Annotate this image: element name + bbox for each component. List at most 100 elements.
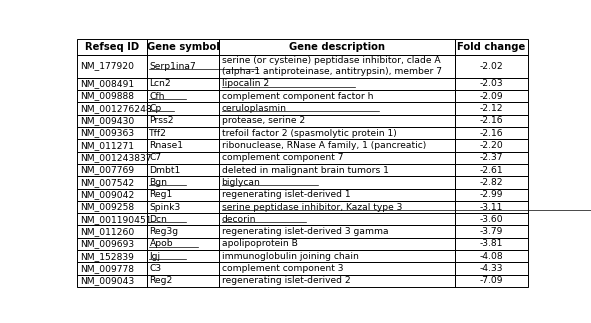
Bar — [455, 225, 528, 238]
Bar — [219, 164, 455, 176]
Text: immunoglobulin joining chain: immunoglobulin joining chain — [222, 252, 358, 261]
Bar — [455, 78, 528, 90]
Text: NM_011271: NM_011271 — [80, 141, 134, 150]
Text: -3.60: -3.60 — [480, 215, 504, 224]
Bar — [77, 263, 147, 275]
Text: trefoil factor 2 (spasmolytic protein 1): trefoil factor 2 (spasmolytic protein 1) — [222, 129, 396, 138]
Bar — [219, 201, 455, 213]
Text: serine peptidase inhibitor, Kazal type 3: serine peptidase inhibitor, Kazal type 3 — [222, 203, 402, 212]
Bar — [147, 238, 219, 250]
Text: Serp1ina7: Serp1ina7 — [150, 62, 196, 71]
Bar — [219, 275, 455, 287]
Bar — [77, 189, 147, 201]
Bar — [455, 201, 528, 213]
Text: Rnase1: Rnase1 — [150, 141, 183, 150]
Bar — [219, 127, 455, 139]
Text: -2.16: -2.16 — [480, 129, 504, 138]
Bar — [147, 275, 219, 287]
Text: lipocalin 2: lipocalin 2 — [222, 79, 269, 88]
Bar — [455, 189, 528, 201]
Text: NM_009042: NM_009042 — [80, 190, 134, 199]
Text: -2.16: -2.16 — [480, 116, 504, 125]
Bar — [147, 115, 219, 127]
Text: Spink3: Spink3 — [150, 203, 181, 212]
Text: biglycan: biglycan — [222, 178, 261, 187]
Text: regenerating islet-derived 2: regenerating islet-derived 2 — [222, 276, 350, 286]
Text: -2.20: -2.20 — [480, 141, 504, 150]
Bar — [219, 151, 455, 164]
Text: Reg3g: Reg3g — [150, 227, 178, 236]
Bar — [147, 189, 219, 201]
Bar — [219, 263, 455, 275]
Text: -2.61: -2.61 — [480, 166, 504, 174]
Bar — [77, 90, 147, 102]
Text: Dcn: Dcn — [150, 215, 167, 224]
Bar — [77, 213, 147, 225]
Bar — [77, 115, 147, 127]
Text: C7: C7 — [150, 153, 161, 162]
Bar — [219, 176, 455, 189]
Bar — [77, 127, 147, 139]
Text: -7.09: -7.09 — [480, 276, 504, 286]
Bar — [77, 250, 147, 263]
Bar — [147, 127, 219, 139]
Text: NM_001276248: NM_001276248 — [80, 104, 151, 113]
Text: NM_009888: NM_009888 — [80, 92, 134, 101]
Bar — [147, 263, 219, 275]
Bar — [219, 213, 455, 225]
Text: Cfh: Cfh — [150, 92, 165, 101]
Text: -4.08: -4.08 — [480, 252, 504, 261]
Bar — [77, 201, 147, 213]
Bar — [455, 263, 528, 275]
Text: serine (or cysteine) peptidase inhibitor, clade A: serine (or cysteine) peptidase inhibitor… — [222, 56, 440, 65]
Text: Apob: Apob — [150, 239, 173, 248]
Bar — [147, 139, 219, 151]
Text: Dmbt1: Dmbt1 — [150, 166, 181, 174]
Text: NM_009363: NM_009363 — [80, 129, 134, 138]
Text: Reg2: Reg2 — [150, 276, 173, 286]
Bar — [455, 139, 528, 151]
Text: NM_007769: NM_007769 — [80, 166, 134, 174]
Bar — [455, 90, 528, 102]
Bar — [455, 250, 528, 263]
Bar — [455, 151, 528, 164]
Text: complement component 7: complement component 7 — [222, 153, 343, 162]
Bar — [147, 213, 219, 225]
Text: complement component 3: complement component 3 — [222, 264, 343, 273]
Bar — [219, 102, 455, 115]
Bar — [147, 39, 219, 55]
Text: apolipoprotein B: apolipoprotein B — [222, 239, 297, 248]
Bar — [219, 238, 455, 250]
Text: Gene symbol: Gene symbol — [147, 42, 219, 52]
Text: -3.11: -3.11 — [480, 203, 504, 212]
Bar — [147, 151, 219, 164]
Text: Refseq ID: Refseq ID — [85, 42, 139, 52]
Bar — [147, 55, 219, 78]
Bar — [455, 39, 528, 55]
Text: NM_001243837: NM_001243837 — [80, 153, 151, 162]
Bar — [455, 238, 528, 250]
Bar — [147, 250, 219, 263]
Bar — [77, 275, 147, 287]
Text: regenerating islet-derived 1: regenerating islet-derived 1 — [222, 190, 350, 199]
Bar — [455, 164, 528, 176]
Text: deleted in malignant brain tumors 1: deleted in malignant brain tumors 1 — [222, 166, 388, 174]
Text: C3: C3 — [150, 264, 161, 273]
Text: Cp: Cp — [150, 104, 162, 113]
Bar — [455, 115, 528, 127]
Text: -2.03: -2.03 — [480, 79, 504, 88]
Bar — [147, 78, 219, 90]
Text: -2.02: -2.02 — [480, 62, 504, 71]
Bar — [77, 139, 147, 151]
Text: Bgn: Bgn — [150, 178, 167, 187]
Bar — [77, 78, 147, 90]
Text: protease, serine 2: protease, serine 2 — [222, 116, 305, 125]
Text: -3.81: -3.81 — [480, 239, 504, 248]
Bar — [77, 164, 147, 176]
Text: -3.79: -3.79 — [480, 227, 504, 236]
Bar — [77, 39, 147, 55]
Bar — [77, 225, 147, 238]
Text: Gene description: Gene description — [289, 42, 385, 52]
Bar — [219, 90, 455, 102]
Bar — [147, 90, 219, 102]
